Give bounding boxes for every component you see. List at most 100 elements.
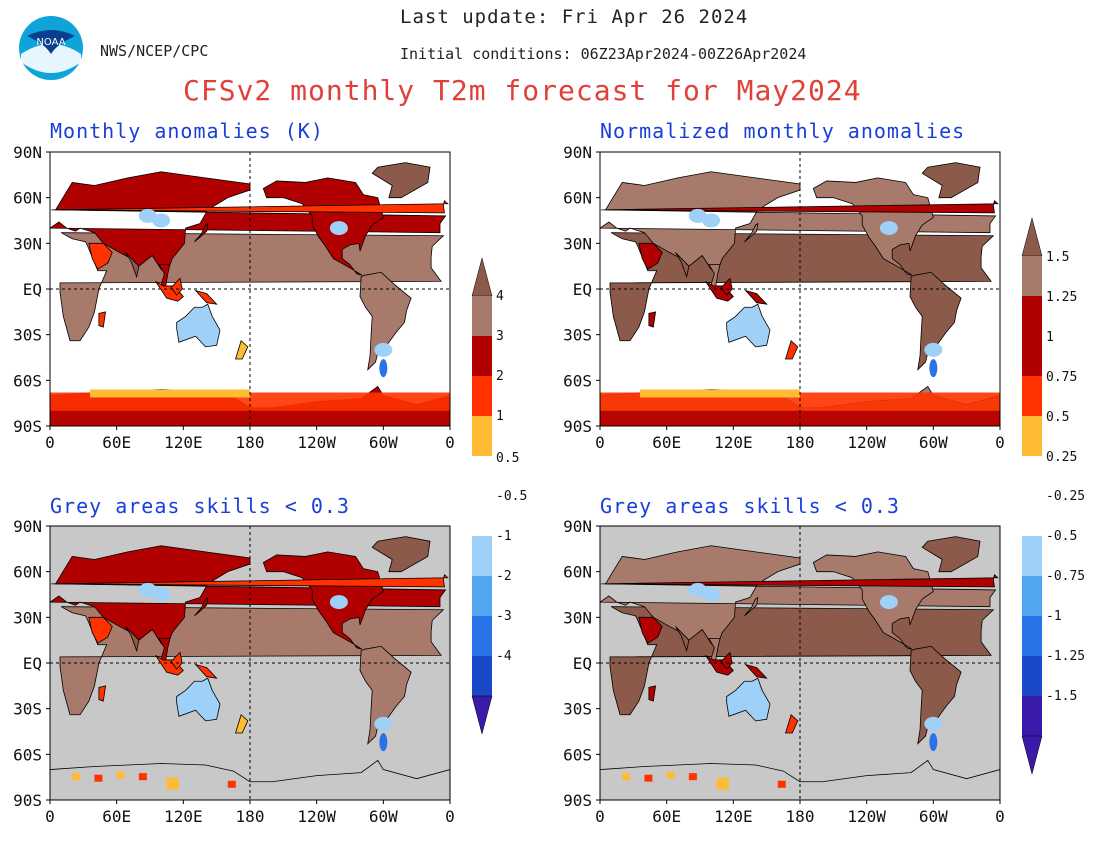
cold-anomaly bbox=[929, 359, 938, 378]
lon-label: 120W bbox=[297, 807, 336, 826]
cold-anomaly bbox=[152, 213, 171, 228]
landmass-namerica bbox=[812, 551, 934, 650]
colorbar-label: 0.5 bbox=[1046, 410, 1069, 425]
antarctic-patch bbox=[716, 777, 729, 790]
lon-label: 120E bbox=[714, 433, 753, 452]
cold-anomaly bbox=[924, 342, 943, 357]
svg-text:NOAA: NOAA bbox=[36, 37, 65, 48]
lat-label: 90N bbox=[563, 517, 592, 536]
landmass-namerica bbox=[262, 551, 384, 650]
antarctic-patch bbox=[72, 773, 81, 781]
colorbar-label: -1 bbox=[1046, 609, 1062, 624]
panel-title-anomalies: Monthly anomalies (K) bbox=[50, 119, 324, 143]
lon-label: 0 bbox=[995, 433, 1005, 452]
colorbar-segment bbox=[1022, 696, 1042, 736]
landmass-indonesia bbox=[705, 655, 734, 676]
landmass-arabia bbox=[88, 242, 113, 270]
lat-label: 60N bbox=[13, 563, 42, 582]
landmass-madagascar bbox=[98, 311, 107, 328]
lat-label: 60N bbox=[13, 189, 42, 208]
lat-label: 90S bbox=[563, 417, 592, 436]
lat-label: EQ bbox=[573, 654, 592, 673]
colorbar-segment bbox=[472, 416, 492, 456]
colorbar-segment bbox=[1022, 536, 1042, 576]
landmass-japan bbox=[744, 596, 759, 617]
colorbar-segment bbox=[472, 296, 492, 336]
colorbar-label: -0.75 bbox=[1046, 569, 1085, 584]
lat-label: 30N bbox=[563, 234, 592, 253]
lon-label: 60E bbox=[652, 433, 681, 452]
initial-conditions-text: Initial conditions: 06Z23Apr2024-00Z26Ap… bbox=[400, 45, 807, 63]
landmass-greenland bbox=[371, 536, 431, 573]
landmass-madagascar bbox=[98, 685, 107, 702]
landmass-australia bbox=[726, 677, 771, 722]
colorbar-segment bbox=[1022, 256, 1042, 296]
colorbar-label: 1 bbox=[496, 409, 504, 424]
colorbar-label: 0.75 bbox=[1046, 370, 1077, 385]
lon-label: 180 bbox=[786, 807, 815, 826]
colorbar-label: 0.25 bbox=[1046, 450, 1077, 465]
colorbar-segment bbox=[472, 656, 492, 696]
antarctic-patch bbox=[94, 774, 103, 782]
colorbar-segment bbox=[1022, 656, 1042, 696]
lat-label: 90N bbox=[563, 143, 592, 162]
colorbar-arrow-top bbox=[1021, 217, 1043, 257]
antarctic-patch bbox=[622, 773, 631, 781]
landmass-india bbox=[125, 252, 140, 279]
lat-label: 30S bbox=[13, 326, 42, 345]
colorbar-label: -0.5 bbox=[1046, 529, 1077, 544]
landmass-madagascar bbox=[648, 685, 657, 702]
cold-anomaly bbox=[924, 716, 943, 731]
colorbar-label: 4 bbox=[496, 289, 504, 304]
colorbar-anom: 4 3 2 1 0.5 -0.5 -1 -2 -3 -4 bbox=[471, 257, 527, 735]
landmass-indonesia bbox=[705, 281, 734, 302]
lon-label: 0 bbox=[595, 433, 605, 452]
landmass-newguinea bbox=[194, 289, 218, 305]
colorbar-label: 3 bbox=[496, 329, 504, 344]
colorbar-arrow-bottom bbox=[471, 695, 493, 735]
antarctic-patch bbox=[644, 774, 653, 782]
landmass-australia bbox=[176, 303, 221, 348]
colorbar-segment bbox=[1022, 416, 1042, 456]
landmass-namerica bbox=[812, 177, 934, 276]
lon-label: 120E bbox=[714, 807, 753, 826]
cold-anomaly bbox=[879, 221, 898, 236]
colorbar-segment bbox=[1022, 576, 1042, 616]
colorbar-segment bbox=[472, 536, 492, 576]
landmass-australia bbox=[176, 677, 221, 722]
colorbar-segment bbox=[1022, 616, 1042, 656]
lat-label: 90N bbox=[13, 143, 42, 162]
colorbar-segment bbox=[1022, 336, 1042, 376]
colorbar-label: -3 bbox=[496, 609, 512, 624]
cold-anomaly bbox=[879, 595, 898, 610]
colorbar-label: 1.5 bbox=[1046, 250, 1069, 265]
landmass-nz bbox=[235, 340, 249, 360]
lon-label: 60W bbox=[919, 433, 948, 452]
lon-label: 0 bbox=[445, 807, 455, 826]
colorbar-label: -0.5 bbox=[496, 489, 527, 504]
landmass-japan bbox=[744, 222, 759, 243]
lat-label: EQ bbox=[23, 280, 42, 299]
landmass-europe-asia bbox=[600, 171, 997, 275]
lon-label: 0 bbox=[45, 433, 55, 452]
lon-label: 180 bbox=[236, 433, 265, 452]
lon-label: 60W bbox=[369, 807, 398, 826]
cold-anomaly bbox=[379, 733, 388, 752]
lat-label: EQ bbox=[23, 654, 42, 673]
landmass-europe-asia bbox=[50, 171, 447, 275]
landmass-arabia bbox=[638, 616, 663, 644]
cold-anomaly bbox=[702, 587, 721, 602]
landmass-newguinea bbox=[744, 289, 768, 305]
lat-label: 60S bbox=[563, 371, 592, 390]
colorbar-label: 1.25 bbox=[1046, 290, 1077, 305]
lat-label: 30N bbox=[563, 608, 592, 627]
cold-anomaly bbox=[374, 716, 393, 731]
lat-label: 90S bbox=[13, 417, 42, 436]
landmass-india bbox=[125, 626, 140, 653]
lat-label: 30S bbox=[13, 700, 42, 719]
landmass-nz bbox=[235, 714, 249, 734]
colorbar-segment bbox=[1022, 456, 1042, 536]
colorbar-label: -4 bbox=[496, 649, 512, 664]
